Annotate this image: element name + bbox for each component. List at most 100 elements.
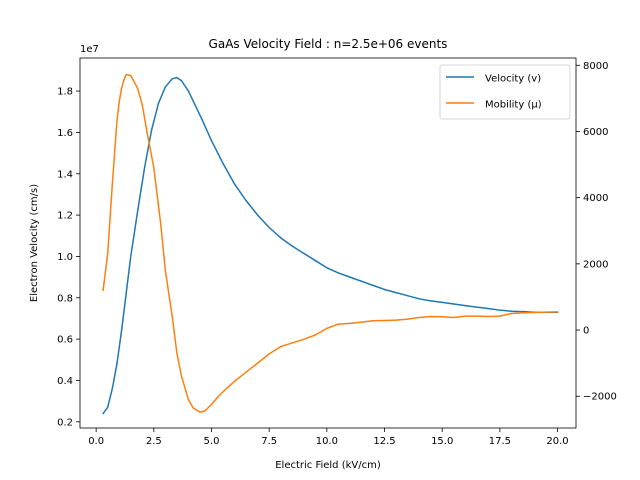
data-point <box>476 306 478 308</box>
data-point <box>383 319 386 322</box>
data-point <box>199 411 201 413</box>
data-point <box>487 315 490 318</box>
series-points-mobility <box>102 73 559 413</box>
data-point <box>314 334 317 336</box>
data-point <box>201 119 203 121</box>
data-point <box>372 284 374 287</box>
y-right-tick-label: 0 <box>583 326 589 337</box>
data-point <box>360 321 363 323</box>
data-point <box>429 315 432 318</box>
data-point <box>349 322 351 325</box>
data-point <box>522 310 524 313</box>
data-point <box>499 315 501 317</box>
data-point <box>224 388 227 391</box>
y-left-tick-label: 0.8 <box>57 293 73 304</box>
y-left-tick-label: 1.0 <box>57 252 73 263</box>
series-line-mobility <box>102 73 559 413</box>
y-left-tick-label: 0.6 <box>57 335 73 346</box>
data-point <box>360 280 363 282</box>
data-point <box>326 267 328 269</box>
x-tick-label: 12.5 <box>373 436 395 447</box>
data-point <box>141 104 143 106</box>
data-point <box>203 410 206 412</box>
y-right-tick-label: 8000 <box>583 61 608 72</box>
data-point <box>111 183 113 186</box>
data-point <box>372 320 374 322</box>
data-point <box>176 76 178 79</box>
data-point <box>120 87 123 90</box>
y-right-tick-label: −2000 <box>583 392 617 403</box>
data-point <box>453 316 455 319</box>
chart-title: GaAs Velocity Field : n=2.5e+06 events <box>209 37 448 51</box>
data-point <box>291 342 293 344</box>
data-point <box>533 311 536 314</box>
data-point <box>143 166 146 169</box>
data-point <box>429 300 432 302</box>
data-point <box>125 292 127 295</box>
data-point <box>556 311 559 313</box>
data-point <box>256 362 259 364</box>
data-point <box>130 255 132 258</box>
x-tick-label: 15.0 <box>431 436 453 447</box>
legend-label-mobility: Mobility (μ) <box>485 100 542 111</box>
y-left-axis-label: Electron Velocity (cm/s) <box>29 184 40 302</box>
data-point <box>383 288 386 291</box>
x-tick-label: 2.5 <box>146 436 162 447</box>
y-left-tick-label: 0.4 <box>57 376 73 387</box>
data-point <box>268 226 270 229</box>
data-point <box>545 311 547 313</box>
data-point <box>499 309 501 311</box>
y-right-tick-label: 4000 <box>583 193 608 204</box>
data-point <box>245 199 247 202</box>
x-tick-label: 10.0 <box>316 436 338 447</box>
data-point <box>187 398 190 401</box>
data-point <box>210 403 213 406</box>
data-point <box>303 252 305 255</box>
x-tick-label: 5.0 <box>204 436 220 447</box>
data-point <box>106 253 109 255</box>
data-point <box>157 102 160 105</box>
data-point <box>118 100 120 103</box>
data-point <box>116 120 118 123</box>
x-tick-label: 20.0 <box>546 436 568 447</box>
data-point <box>164 86 167 88</box>
data-point <box>464 304 466 307</box>
data-point <box>136 210 139 212</box>
data-point <box>453 303 455 305</box>
data-point <box>233 380 236 383</box>
x-axis: 0.0 2.5 5.0 7.5 10.0 12.5 15.0 17.5 20.0 <box>88 428 569 447</box>
y-left-tick-label: 1.8 <box>57 87 73 98</box>
data-point <box>180 375 183 378</box>
data-point <box>176 352 178 354</box>
x-tick-label: 7.5 <box>261 436 277 447</box>
data-point <box>487 307 490 310</box>
data-point <box>406 295 409 297</box>
data-point <box>125 73 127 76</box>
data-point <box>268 353 270 355</box>
data-point <box>102 412 104 415</box>
series-layer <box>102 73 559 415</box>
data-point <box>164 269 167 272</box>
data-point <box>192 407 194 409</box>
data-point <box>510 310 513 312</box>
x-axis-label: Electric Field (kV/cm) <box>275 460 381 471</box>
y-left-tick-label: 1.2 <box>57 211 73 222</box>
data-point <box>120 330 123 332</box>
data-point <box>130 74 132 77</box>
data-point <box>280 345 282 348</box>
data-point <box>314 259 317 262</box>
data-point <box>171 316 173 318</box>
data-point <box>395 291 397 294</box>
data-point <box>171 77 173 80</box>
data-point <box>102 289 104 292</box>
data-point <box>187 90 190 92</box>
data-point <box>337 272 340 274</box>
data-point <box>210 139 213 142</box>
data-point <box>194 104 197 107</box>
data-point <box>476 315 478 317</box>
data-point <box>337 323 340 325</box>
data-point <box>136 87 139 90</box>
data-point <box>123 79 125 81</box>
legend-label-velocity: Velocity (v) <box>485 74 541 85</box>
